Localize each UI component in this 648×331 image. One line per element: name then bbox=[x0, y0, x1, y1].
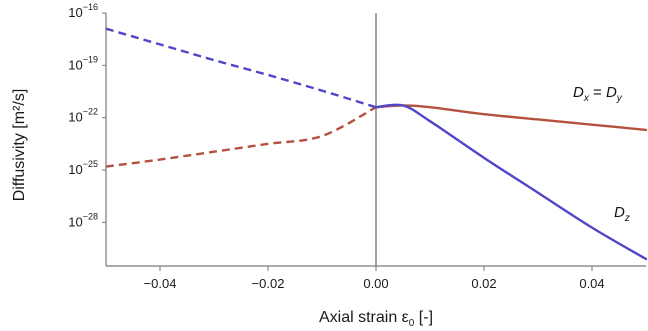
x-axis-title: Axial strain ε0 [-] bbox=[319, 309, 433, 329]
y-tick-label: 10−19 bbox=[68, 54, 98, 72]
label-dx-dy: Dx = Dy bbox=[573, 84, 623, 104]
x-axis-title-sub: 0 bbox=[409, 318, 415, 329]
y-tick-exponent: −28 bbox=[83, 211, 98, 221]
y-tick-exponent: −19 bbox=[83, 54, 98, 64]
label-dy-d: D bbox=[606, 84, 617, 101]
y-tick-label: 10−16 bbox=[68, 2, 98, 20]
y-tick-exponent: −22 bbox=[83, 107, 98, 117]
x-tick-label: 0.00 bbox=[363, 276, 388, 291]
label-dz: Dz bbox=[614, 204, 630, 224]
y-tick-base: 10 bbox=[68, 162, 82, 177]
y-tick-base: 10 bbox=[68, 110, 82, 125]
y-tick-exponent: −16 bbox=[83, 2, 98, 12]
label-dz-sub: z bbox=[624, 213, 630, 224]
y-tick-label: 10−22 bbox=[68, 107, 98, 125]
y-tick-base: 10 bbox=[68, 5, 82, 20]
label-dx-d: D bbox=[573, 84, 584, 101]
x-tick-label: 0.04 bbox=[579, 276, 604, 291]
x-axis-title-unit: [-] bbox=[414, 309, 433, 326]
label-dz-d: D bbox=[614, 204, 625, 221]
tick-labels: −0.04 −0.02 0.00 0.02 0.0410−1610−1910−2210−… bbox=[68, 2, 604, 291]
y-axis-title: Diffusivity [m²/s] bbox=[11, 89, 28, 202]
x-tick-label: 0.02 bbox=[471, 276, 496, 291]
y-tick-exponent: −25 bbox=[83, 159, 98, 169]
y-tick-label: 10−25 bbox=[68, 159, 98, 177]
series-group bbox=[105, 27, 648, 261]
series-0-dashed-line bbox=[105, 106, 377, 168]
label-eq: = bbox=[589, 84, 606, 101]
x-tick-label: −0.04 bbox=[144, 276, 177, 291]
label-dx-sub: x bbox=[583, 93, 590, 104]
y-tick-base: 10 bbox=[68, 214, 82, 229]
x-tick-label: −0.02 bbox=[252, 276, 285, 291]
x-axis-title-main: Axial strain ε bbox=[319, 309, 409, 326]
series-1-solid-line bbox=[374, 103, 648, 261]
y-tick-base: 10 bbox=[68, 57, 82, 72]
label-dy-sub: y bbox=[616, 93, 623, 104]
y-tick-label: 10−28 bbox=[68, 211, 98, 229]
